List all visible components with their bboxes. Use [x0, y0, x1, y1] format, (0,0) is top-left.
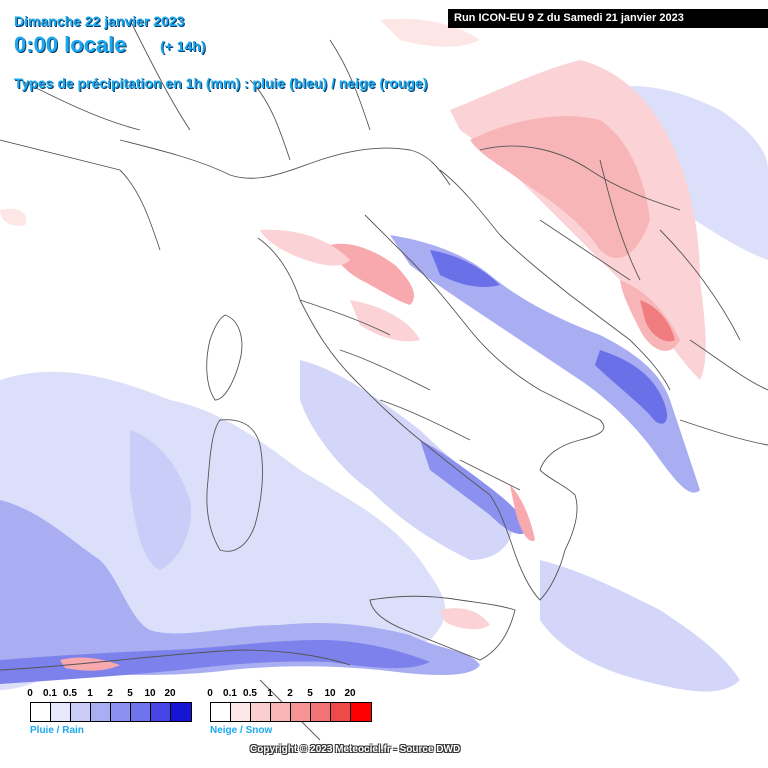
forecast-offset: (+ 14h) [160, 38, 206, 54]
rain-area-tyrrhenian-coast [420, 440, 530, 535]
snow-legend-tick: 10 [324, 688, 336, 699]
snow-legend-tick: 20 [344, 688, 356, 699]
snow-legend-label: Neige / Snow [210, 725, 273, 736]
france-inner-borders [0, 19, 371, 251]
map-legend-title: Types de précipitation en 1h (mm) : plui… [14, 75, 428, 91]
rain-area-algeria-coast [0, 500, 480, 675]
snow-area-algeria [60, 657, 120, 671]
rain-area-tyrrhenian [300, 360, 513, 560]
italy-coastline [257, 214, 605, 601]
rain-area-adriatic [390, 235, 700, 493]
rain-legend-tick: 20 [164, 688, 176, 699]
sicily-coast [369, 595, 516, 661]
sardinia-coast [206, 419, 263, 552]
italy-regions [299, 299, 521, 491]
rain-legend-tick: 0.5 [63, 688, 77, 699]
snow-area-calabria [510, 485, 535, 541]
rain-area-adriatic-strong [430, 250, 668, 424]
snow-legend-swatch [291, 703, 311, 721]
rain-legend-tick: 0.1 [43, 688, 57, 699]
rain-areas [0, 86, 768, 692]
snow-legend-tick: 0.1 [223, 688, 237, 699]
snow-legend-tick: 0.5 [243, 688, 257, 699]
rain-legend-tick: 0 [27, 688, 33, 699]
snow-legend-swatch [271, 703, 291, 721]
rain-legend: 0 0.1 0.5 1 2 5 10 20 Pluie / Rain [27, 688, 192, 736]
rain-legend-swatch [111, 703, 131, 721]
rain-legend-tick: 2 [107, 688, 113, 699]
rain-area-strong-coast [0, 640, 430, 684]
snow-area-apennines [330, 243, 415, 305]
rain-legend-tick: 10 [144, 688, 156, 699]
copyright-notice: Copyright © 2023 Meteociel.fr - Source D… [250, 744, 461, 755]
italy-north-border [119, 139, 451, 186]
snow-legend-tick: 2 [287, 688, 293, 699]
rain-legend-swatch [131, 703, 151, 721]
snow-legend-swatch [231, 703, 251, 721]
rain-legend-swatch [171, 703, 191, 721]
rain-legend-swatch [151, 703, 171, 721]
rain-legend-swatches [30, 702, 192, 722]
snow-legend-tick: 5 [307, 688, 313, 699]
corsica-coast [206, 314, 243, 401]
snow-area-apennines-light [260, 229, 420, 342]
rain-legend-swatch [31, 703, 51, 721]
snow-legend-swatch [311, 703, 331, 721]
snow-area-montenegro [640, 300, 675, 342]
rain-legend-swatch [51, 703, 71, 721]
rain-legend-swatch [91, 703, 111, 721]
rain-legend-swatch [71, 703, 91, 721]
forecast-date: Dimanche 22 janvier 2023 [14, 13, 185, 29]
snow-legend-swatches [210, 702, 372, 722]
rain-legend-tick: 1 [87, 688, 93, 699]
rain-area-corsica-sea [130, 430, 191, 570]
snow-area-sicily [440, 608, 490, 630]
snow-legend-tick: 1 [267, 688, 273, 699]
snow-legend-tick: 0 [207, 688, 213, 699]
snow-area-alps [0, 18, 480, 226]
rain-legend-label: Pluie / Rain [30, 725, 84, 736]
rain-area-ionian [540, 560, 740, 692]
snow-legend-swatch [211, 703, 231, 721]
forecast-hour: 0:00 locale [14, 32, 127, 57]
snow-areas [0, 18, 706, 671]
snow-legend: 0 0.1 0.5 1 2 5 10 20 Neige / Snow [207, 688, 372, 736]
snow-area-balkans-medium [470, 116, 680, 351]
run-info-box: Run ICON-EU 9 Z du Samedi 21 janvier 202… [448, 9, 768, 28]
balkan-inner-borders [479, 145, 768, 446]
snow-legend-swatch [351, 703, 371, 721]
rain-legend-tick: 5 [127, 688, 133, 699]
croatia-coastline [439, 169, 671, 391]
snow-legend-ticks: 0 0.1 0.5 1 2 5 10 20 [207, 688, 370, 702]
snow-legend-swatch [331, 703, 351, 721]
rain-legend-ticks: 0 0.1 0.5 1 2 5 10 20 [27, 688, 190, 702]
snow-legend-swatch [251, 703, 271, 721]
